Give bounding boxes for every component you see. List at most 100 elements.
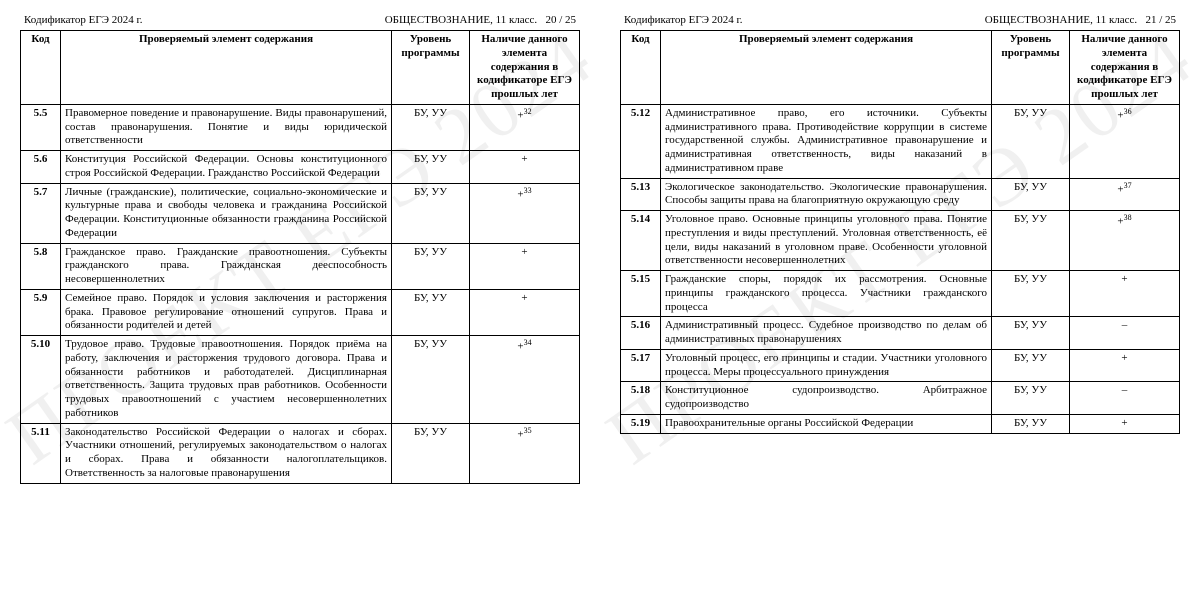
cell-presence: + (1070, 414, 1180, 433)
cell-code: 5.16 (621, 317, 661, 350)
footnote-sup: 35 (524, 426, 532, 435)
content-table-right: Код Проверяемый элемент содержания Урове… (620, 30, 1180, 434)
page-right: ПРОЕКТ ЕГЭ 2024 Кодификатор ЕГЭ 2024 г. … (620, 12, 1180, 484)
table-header-row: Код Проверяемый элемент содержания Урове… (621, 31, 1180, 105)
table-row: 5.12Административное право, его источник… (621, 104, 1180, 178)
doc-title-right: ОБЩЕСТВОЗНАНИЕ, 11 класс. 21 / 25 (985, 14, 1176, 26)
table-row: 5.6Конституция Российской Федерации. Осн… (21, 151, 580, 184)
cell-presence: +38 (1070, 211, 1180, 271)
th-code: Код (21, 31, 61, 105)
cell-content: Гражданское право. Гражданские правоотно… (61, 243, 392, 289)
cell-presence: + (1070, 271, 1180, 317)
cell-code: 5.5 (21, 104, 61, 150)
cell-level: БУ, УУ (992, 382, 1070, 415)
footnote-sup: 38 (1124, 213, 1132, 222)
cell-code: 5.8 (21, 243, 61, 289)
cell-level: БУ, УУ (392, 151, 470, 184)
table-row: 5.11Законодательство Российской Федераци… (21, 423, 580, 483)
table-row: 5.5Правомерное поведение и правонарушени… (21, 104, 580, 150)
doc-title-left: Кодификатор ЕГЭ 2024 г. (24, 14, 143, 26)
cell-content: Трудовое право. Трудовые правоотношения.… (61, 336, 392, 424)
footnote-sup: 32 (524, 107, 532, 116)
cell-code: 5.15 (621, 271, 661, 317)
th-level: Уровень программы (392, 31, 470, 105)
cell-level: БУ, УУ (392, 336, 470, 424)
th-code: Код (621, 31, 661, 105)
cell-content: Административное право, его источники. С… (661, 104, 992, 178)
cell-content: Законодательство Российской Федерации о … (61, 423, 392, 483)
cell-content: Конституция Российской Федерации. Основы… (61, 151, 392, 184)
cell-code: 5.12 (621, 104, 661, 178)
table-row: 5.15Гражданские споры, порядок их рассмо… (621, 271, 1180, 317)
cell-code: 5.19 (621, 414, 661, 433)
cell-content: Правомерное поведение и правонарушение. … (61, 104, 392, 150)
cell-presence: +33 (470, 183, 580, 243)
cell-code: 5.18 (621, 382, 661, 415)
cell-code: 5.14 (621, 211, 661, 271)
cell-presence: +36 (1070, 104, 1180, 178)
cell-code: 5.9 (21, 289, 61, 335)
table-row: 5.8Гражданское право. Гражданские правоо… (21, 243, 580, 289)
cell-level: БУ, УУ (992, 349, 1070, 382)
cell-presence: + (470, 289, 580, 335)
cell-content: Правоохранительные органы Российской Фед… (661, 414, 992, 433)
cell-code: 5.10 (21, 336, 61, 424)
doc-title-right: ОБЩЕСТВОЗНАНИЕ, 11 класс. 20 / 25 (385, 14, 576, 26)
footnote-sup: 34 (524, 338, 532, 347)
cell-level: БУ, УУ (992, 414, 1070, 433)
cell-level: БУ, УУ (392, 104, 470, 150)
content-table-left: Код Проверяемый элемент содержания Урове… (20, 30, 580, 484)
th-presence: Наличие данного элемента содержания в ко… (470, 31, 580, 105)
cell-level: БУ, УУ (392, 243, 470, 289)
cell-presence: +32 (470, 104, 580, 150)
table-row: 5.9Семейное право. Порядок и условия зак… (21, 289, 580, 335)
cell-presence: – (1070, 317, 1180, 350)
cell-content: Семейное право. Порядок и условия заключ… (61, 289, 392, 335)
cell-level: БУ, УУ (392, 289, 470, 335)
cell-presence: + (1070, 349, 1180, 382)
footnote-sup: 37 (1124, 181, 1132, 190)
cell-presence: + (470, 151, 580, 184)
cell-level: БУ, УУ (992, 104, 1070, 178)
th-level: Уровень программы (992, 31, 1070, 105)
footnote-sup: 33 (524, 186, 532, 195)
cell-presence: – (1070, 382, 1180, 415)
cell-level: БУ, УУ (992, 317, 1070, 350)
cell-content: Уголовный процесс, его принципы и стадии… (661, 349, 992, 382)
cell-content: Гражданские споры, порядок их рассмотрен… (661, 271, 992, 317)
table-row: 5.13Экологическое законодательство. Экол… (621, 178, 1180, 211)
cell-code: 5.17 (621, 349, 661, 382)
table-row: 5.14Уголовное право. Основные принципы у… (621, 211, 1180, 271)
cell-level: БУ, УУ (992, 271, 1070, 317)
cell-level: БУ, УУ (392, 183, 470, 243)
cell-code: 5.11 (21, 423, 61, 483)
th-content: Проверяемый элемент содержания (61, 31, 392, 105)
cell-presence: + (470, 243, 580, 289)
doc-title-left: Кодификатор ЕГЭ 2024 г. (624, 14, 743, 26)
cell-level: БУ, УУ (992, 211, 1070, 271)
table-row: 5.17Уголовный процесс, его принципы и ст… (621, 349, 1180, 382)
page-header-right: Кодификатор ЕГЭ 2024 г. ОБЩЕСТВОЗНАНИЕ, … (620, 12, 1180, 30)
footnote-sup: 36 (1124, 107, 1132, 116)
cell-presence: +37 (1070, 178, 1180, 211)
cell-content: Экологическое законодательство. Экологич… (661, 178, 992, 211)
cell-code: 5.13 (621, 178, 661, 211)
cell-level: БУ, УУ (392, 423, 470, 483)
th-presence: Наличие данного элемента содержания в ко… (1070, 31, 1180, 105)
cell-content: Уголовное право. Основные принципы уголо… (661, 211, 992, 271)
table-header-row: Код Проверяемый элемент содержания Урове… (21, 31, 580, 105)
page-header-left: Кодификатор ЕГЭ 2024 г. ОБЩЕСТВОЗНАНИЕ, … (20, 12, 580, 30)
cell-code: 5.6 (21, 151, 61, 184)
cell-content: Личные (гражданские), политические, соци… (61, 183, 392, 243)
page-left: ПРОЕКТ ЕГЭ 2024 Кодификатор ЕГЭ 2024 г. … (20, 12, 580, 484)
table-row: 5.16Административный процесс. Судебное п… (621, 317, 1180, 350)
cell-presence: +34 (470, 336, 580, 424)
cell-presence: +35 (470, 423, 580, 483)
cell-level: БУ, УУ (992, 178, 1070, 211)
cell-code: 5.7 (21, 183, 61, 243)
table-row: 5.18Конституционное судопроизводство. Ар… (621, 382, 1180, 415)
table-row: 5.7Личные (гражданские), политические, с… (21, 183, 580, 243)
th-content: Проверяемый элемент содержания (661, 31, 992, 105)
table-row: 5.10Трудовое право. Трудовые правоотноше… (21, 336, 580, 424)
cell-content: Конституционное судопроизводство. Арбитр… (661, 382, 992, 415)
